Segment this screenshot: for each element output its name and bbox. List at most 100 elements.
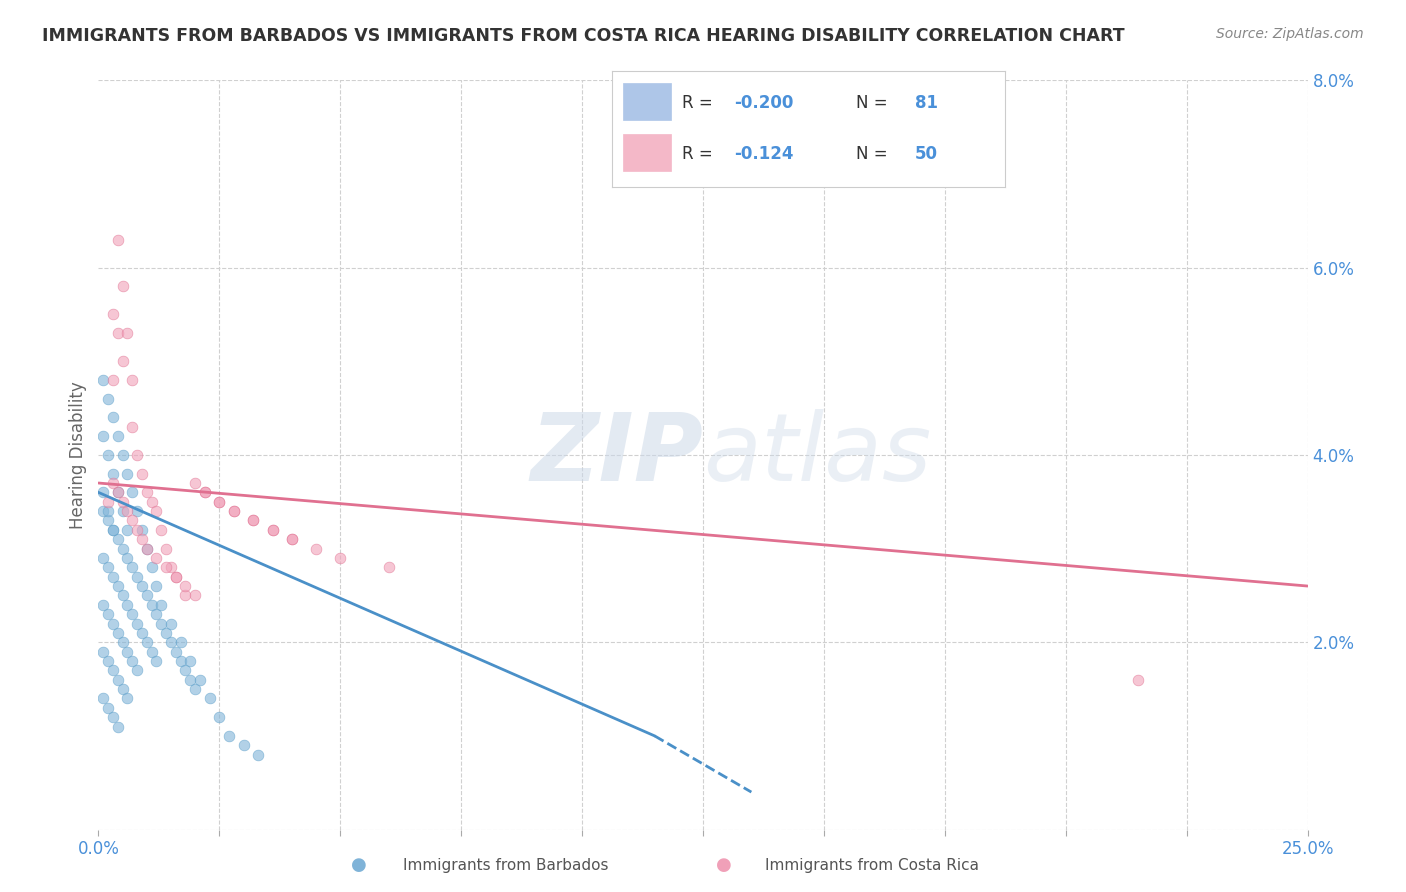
Point — [150, 616, 173, 631]
Point — [165, 570, 187, 584]
Point — [111, 354, 134, 368]
Point — [174, 579, 197, 593]
Point — [97, 494, 120, 508]
Point — [97, 560, 120, 574]
Text: R =: R = — [682, 94, 718, 112]
Point — [232, 739, 254, 753]
Point — [111, 504, 134, 518]
Text: R =: R = — [682, 145, 718, 162]
Point — [131, 579, 153, 593]
Point — [150, 523, 173, 537]
Point — [242, 513, 264, 527]
Point — [117, 523, 139, 537]
Point — [97, 504, 120, 518]
Point — [141, 494, 163, 508]
Point — [101, 410, 124, 425]
Point — [97, 513, 120, 527]
Point — [97, 448, 120, 462]
Point — [117, 598, 139, 612]
Point — [150, 598, 173, 612]
Point — [117, 326, 139, 340]
Point — [169, 635, 191, 649]
Bar — [623, 134, 671, 171]
Text: Source: ZipAtlas.com: Source: ZipAtlas.com — [1216, 27, 1364, 41]
Point — [111, 541, 134, 556]
Point — [101, 373, 124, 387]
Point — [121, 373, 143, 387]
Bar — [623, 83, 671, 120]
Point — [121, 513, 143, 527]
Point — [160, 560, 183, 574]
Point — [155, 541, 177, 556]
Point — [107, 579, 129, 593]
Point — [198, 691, 221, 706]
Point — [121, 654, 143, 668]
Point — [107, 485, 129, 500]
Point — [117, 467, 139, 481]
Point — [107, 719, 129, 733]
Point — [91, 373, 114, 387]
Point — [184, 589, 207, 603]
Point — [305, 541, 328, 556]
Text: atlas: atlas — [703, 409, 931, 500]
Point — [262, 523, 284, 537]
Text: -0.124: -0.124 — [734, 145, 793, 162]
Text: ●: ● — [350, 855, 367, 873]
Point — [141, 560, 163, 574]
Point — [145, 607, 167, 621]
Point — [329, 550, 352, 566]
Point — [107, 673, 129, 687]
Point — [135, 541, 157, 556]
Point — [121, 607, 143, 621]
Point — [222, 504, 245, 518]
Point — [131, 626, 153, 640]
Point — [145, 550, 167, 566]
Text: IMMIGRANTS FROM BARBADOS VS IMMIGRANTS FROM COSTA RICA HEARING DISABILITY CORREL: IMMIGRANTS FROM BARBADOS VS IMMIGRANTS F… — [42, 27, 1125, 45]
Point — [101, 523, 124, 537]
Point — [121, 485, 143, 500]
Point — [145, 654, 167, 668]
Text: Immigrants from Costa Rica: Immigrants from Costa Rica — [765, 858, 979, 872]
Point — [111, 682, 134, 697]
Point — [165, 570, 187, 584]
Point — [107, 532, 129, 546]
Point — [135, 541, 157, 556]
Text: ZIP: ZIP — [530, 409, 703, 501]
Point — [111, 635, 134, 649]
Point — [208, 710, 231, 724]
Point — [281, 532, 304, 546]
Point — [127, 504, 149, 518]
Point — [160, 616, 183, 631]
Point — [107, 429, 129, 443]
Point — [101, 616, 124, 631]
Point — [91, 550, 114, 566]
Point — [107, 232, 129, 246]
Point — [194, 485, 217, 500]
Text: -0.200: -0.200 — [734, 94, 793, 112]
Point — [1128, 673, 1150, 687]
Point — [281, 532, 304, 546]
Text: Immigrants from Barbados: Immigrants from Barbados — [404, 858, 609, 872]
Point — [242, 513, 264, 527]
Point — [101, 476, 124, 491]
Point — [141, 644, 163, 658]
Point — [117, 504, 139, 518]
Point — [91, 644, 114, 658]
Point — [111, 448, 134, 462]
Point — [184, 476, 207, 491]
Point — [145, 504, 167, 518]
Point — [91, 485, 114, 500]
Point — [194, 485, 217, 500]
Point — [91, 504, 114, 518]
Point — [165, 644, 187, 658]
Point — [208, 494, 231, 508]
Point — [169, 654, 191, 668]
Point — [91, 598, 114, 612]
Point — [127, 523, 149, 537]
Text: 81: 81 — [915, 94, 938, 112]
Point — [101, 570, 124, 584]
Point — [101, 307, 124, 321]
Point — [97, 392, 120, 406]
Point — [208, 494, 231, 508]
Point — [91, 429, 114, 443]
